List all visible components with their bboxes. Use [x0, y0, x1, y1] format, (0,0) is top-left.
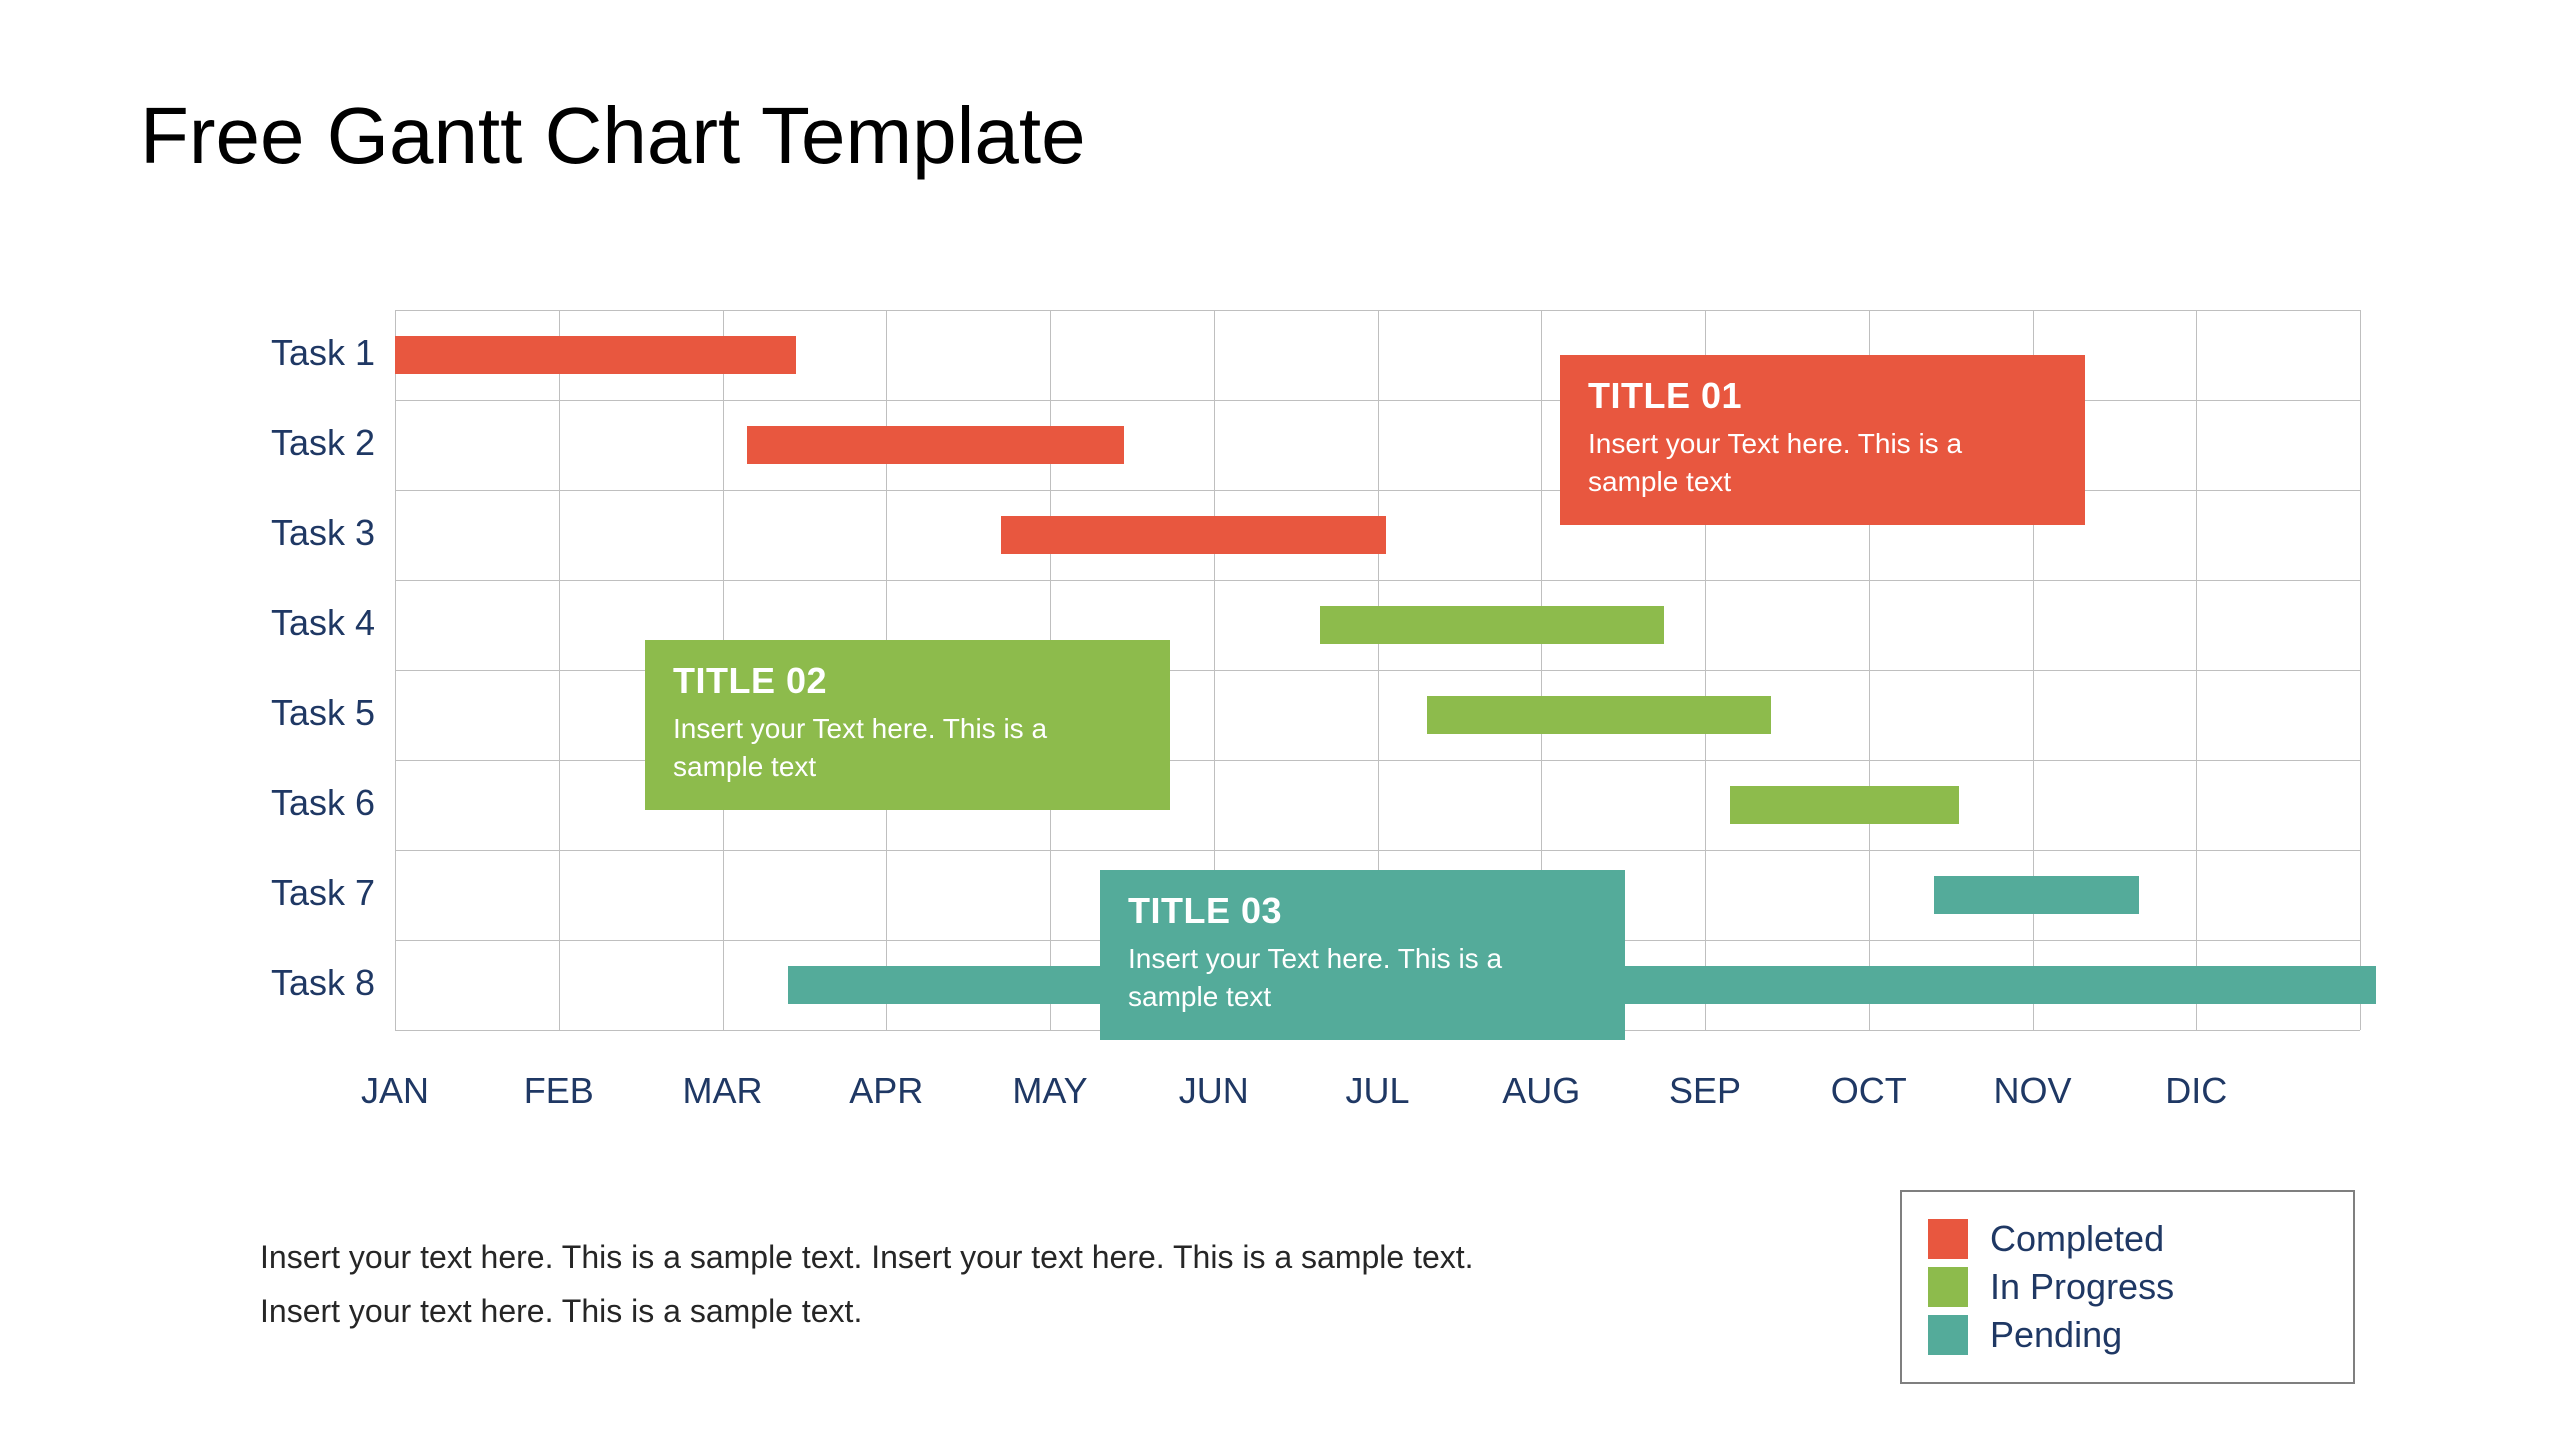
- callout-box: TITLE 01 Insert your Text here. This is a…: [1560, 355, 2085, 525]
- footer-line-2: Insert your text here. This is a sample …: [260, 1284, 1474, 1338]
- grid-line-horizontal: [395, 580, 2360, 581]
- footer-text: Insert your text here. This is a sample …: [260, 1230, 1474, 1339]
- legend-swatch: [1928, 1315, 1968, 1355]
- callout-title: TITLE 01: [1588, 375, 2057, 417]
- task-label: Task 6: [235, 782, 375, 824]
- page-title: Free Gantt Chart Template: [140, 90, 1086, 182]
- legend-item: Pending: [1928, 1314, 2327, 1356]
- gantt-bar: [1427, 696, 1771, 734]
- legend-swatch: [1928, 1219, 1968, 1259]
- month-label: SEP: [1660, 1070, 1750, 1112]
- gantt-bar: [1001, 516, 1386, 554]
- task-label: Task 2: [235, 422, 375, 464]
- month-label: FEB: [514, 1070, 604, 1112]
- grid-line-horizontal: [395, 850, 2360, 851]
- legend-item: Completed: [1928, 1218, 2327, 1260]
- callout-box: TITLE 02 Insert your Text here. This is a…: [645, 640, 1170, 810]
- callout-text: Insert your Text here. This is a sample …: [673, 710, 1142, 786]
- month-label: APR: [841, 1070, 931, 1112]
- month-label: AUG: [1496, 1070, 1586, 1112]
- gantt-bar: [1934, 876, 2139, 914]
- month-label: MAY: [1005, 1070, 1095, 1112]
- callout-title: TITLE 02: [673, 660, 1142, 702]
- grid-line-vertical: [2360, 310, 2361, 1030]
- month-label: MAR: [678, 1070, 768, 1112]
- callout-box: TITLE 03 Insert your Text here. This is a…: [1100, 870, 1625, 1040]
- task-label: Task 8: [235, 962, 375, 1004]
- month-label: DIC: [2151, 1070, 2241, 1112]
- task-label: Task 1: [235, 332, 375, 374]
- grid-line-horizontal: [395, 310, 2360, 311]
- task-label: Task 3: [235, 512, 375, 554]
- month-label: OCT: [1824, 1070, 1914, 1112]
- callout-text: Insert your Text here. This is a sample …: [1128, 940, 1597, 1016]
- month-label: JUL: [1333, 1070, 1423, 1112]
- month-label: JAN: [350, 1070, 440, 1112]
- slide: Free Gantt Chart Template Task 1 Task 2 Ta…: [0, 0, 2559, 1440]
- month-label: NOV: [1988, 1070, 2078, 1112]
- gantt-bar: [1320, 606, 1664, 644]
- callout-text: Insert your Text here. This is a sample …: [1588, 425, 2057, 501]
- gantt-bar: [747, 426, 1124, 464]
- legend: Completed In Progress Pending: [1900, 1190, 2355, 1384]
- gantt-bar: [1730, 786, 1959, 824]
- legend-label: Completed: [1990, 1218, 2164, 1260]
- callout-title: TITLE 03: [1128, 890, 1597, 932]
- task-label: Task 5: [235, 692, 375, 734]
- task-label: Task 4: [235, 602, 375, 644]
- task-label: Task 7: [235, 872, 375, 914]
- legend-item: In Progress: [1928, 1266, 2327, 1308]
- legend-label: Pending: [1990, 1314, 2122, 1356]
- legend-swatch: [1928, 1267, 1968, 1307]
- gantt-bar: [395, 336, 796, 374]
- footer-line-1: Insert your text here. This is a sample …: [260, 1230, 1474, 1284]
- month-label: JUN: [1169, 1070, 1259, 1112]
- legend-label: In Progress: [1990, 1266, 2174, 1308]
